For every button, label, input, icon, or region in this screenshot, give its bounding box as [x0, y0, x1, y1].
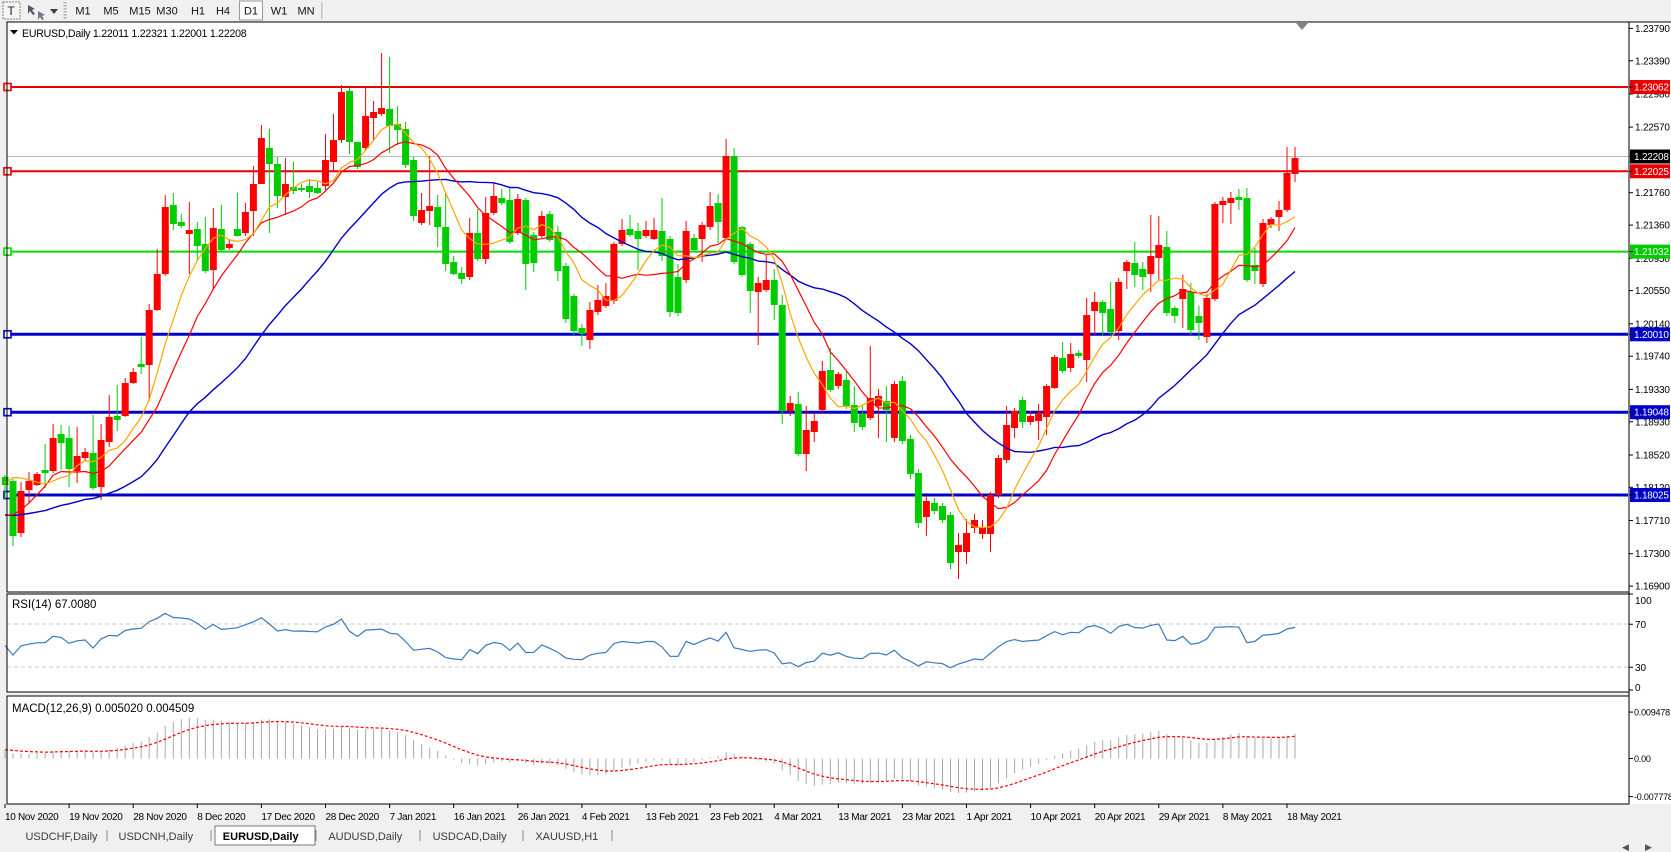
svg-text:1.21032: 1.21032: [1634, 247, 1669, 258]
svg-text:EURUSD,Daily: EURUSD,Daily: [223, 831, 300, 843]
svg-text:D1: D1: [244, 6, 258, 18]
svg-text:13 Feb 2021: 13 Feb 2021: [646, 812, 700, 823]
svg-text:AUDUSD,Daily: AUDUSD,Daily: [328, 831, 402, 843]
svg-text:EURUSD,Daily 1.22011 1.22321: EURUSD,Daily 1.22011 1.22321 1.22001 1.2…: [22, 28, 247, 40]
svg-text:M15: M15: [129, 6, 150, 18]
svg-text:7 Jan 2021: 7 Jan 2021: [390, 812, 437, 823]
svg-text:1.20950: 1.20950: [1635, 254, 1670, 265]
svg-text:XAUUSD,H1: XAUUSD,H1: [535, 831, 598, 843]
svg-text:1.23390: 1.23390: [1635, 56, 1670, 67]
svg-text:H1: H1: [191, 6, 205, 18]
svg-text:1.16900: 1.16900: [1635, 582, 1670, 593]
svg-text:1.22208: 1.22208: [1634, 152, 1669, 163]
svg-text:1.21760: 1.21760: [1635, 188, 1670, 199]
svg-text:M1: M1: [75, 6, 90, 18]
svg-text:26 Jan 2021: 26 Jan 2021: [518, 812, 570, 823]
svg-text:M5: M5: [103, 6, 118, 18]
svg-text:1.18520: 1.18520: [1635, 451, 1670, 462]
svg-text:19 Nov 2020: 19 Nov 2020: [69, 812, 123, 823]
svg-text:1.23790: 1.23790: [1635, 24, 1670, 35]
svg-text:23 Feb 2021: 23 Feb 2021: [710, 812, 764, 823]
svg-text:1 Apr 2021: 1 Apr 2021: [967, 812, 1013, 823]
svg-text:10 Nov 2020: 10 Nov 2020: [5, 812, 59, 823]
svg-text:▶: ▶: [1645, 842, 1652, 852]
svg-text:USDCHF,Daily: USDCHF,Daily: [25, 831, 98, 843]
svg-text:MN: MN: [297, 6, 314, 18]
svg-text:-0.007778: -0.007778: [1634, 792, 1671, 802]
svg-text:1.17300: 1.17300: [1635, 549, 1670, 560]
svg-text:T: T: [7, 4, 15, 18]
svg-text:1.23062: 1.23062: [1634, 83, 1669, 94]
svg-text:1.20550: 1.20550: [1635, 286, 1670, 297]
svg-text:16 Jan 2021: 16 Jan 2021: [454, 812, 506, 823]
svg-text:1.19330: 1.19330: [1635, 385, 1670, 396]
svg-text:USDCNH,Daily: USDCNH,Daily: [119, 831, 194, 843]
svg-text:W1: W1: [271, 6, 288, 18]
svg-text:23 Mar 2021: 23 Mar 2021: [902, 812, 956, 823]
svg-text:0.00: 0.00: [1634, 754, 1651, 764]
svg-text:MACD(12,26,9) 0.005020 0.00450: MACD(12,26,9) 0.005020 0.004509: [12, 703, 194, 715]
svg-text:1.19740: 1.19740: [1635, 352, 1670, 363]
svg-text:USDCAD,Daily: USDCAD,Daily: [433, 831, 507, 843]
svg-text:13 Mar 2021: 13 Mar 2021: [838, 812, 892, 823]
svg-text:8 Dec 2020: 8 Dec 2020: [197, 812, 246, 823]
svg-text:1.22570: 1.22570: [1635, 123, 1670, 134]
svg-text:1.20140: 1.20140: [1635, 319, 1670, 330]
svg-text:0.009478: 0.009478: [1634, 708, 1670, 718]
svg-text:M30: M30: [156, 6, 177, 18]
svg-text:20 Apr 2021: 20 Apr 2021: [1095, 812, 1146, 823]
svg-text:0: 0: [1635, 683, 1641, 694]
svg-text:17 Dec 2020: 17 Dec 2020: [261, 812, 315, 823]
svg-text:28 Dec 2020: 28 Dec 2020: [326, 812, 380, 823]
svg-text:28 Nov 2020: 28 Nov 2020: [133, 812, 187, 823]
svg-text:1.17710: 1.17710: [1635, 516, 1670, 527]
svg-text:1.18930: 1.18930: [1635, 417, 1670, 428]
svg-text:RSI(14) 67.0080: RSI(14) 67.0080: [12, 599, 96, 611]
svg-text:1.22980: 1.22980: [1635, 90, 1670, 101]
svg-text:30: 30: [1635, 663, 1647, 674]
svg-text:1.19048: 1.19048: [1634, 408, 1669, 419]
svg-text:◀: ◀: [1622, 842, 1629, 852]
svg-text:10 Apr 2021: 10 Apr 2021: [1031, 812, 1082, 823]
svg-text:1.21360: 1.21360: [1635, 221, 1670, 232]
svg-text:4 Feb 2021: 4 Feb 2021: [582, 812, 630, 823]
svg-text:H4: H4: [216, 6, 230, 18]
svg-text:70: 70: [1635, 620, 1647, 631]
svg-text:18 May 2021: 18 May 2021: [1287, 812, 1342, 823]
svg-text:8 May 2021: 8 May 2021: [1223, 812, 1273, 823]
svg-text:100: 100: [1635, 596, 1652, 607]
svg-text:1.20010: 1.20010: [1634, 330, 1669, 341]
svg-text:1.18025: 1.18025: [1634, 491, 1669, 502]
svg-text:1.22025: 1.22025: [1634, 167, 1669, 178]
svg-text:29 Apr 2021: 29 Apr 2021: [1159, 812, 1210, 823]
svg-text:4 Mar 2021: 4 Mar 2021: [774, 812, 822, 823]
